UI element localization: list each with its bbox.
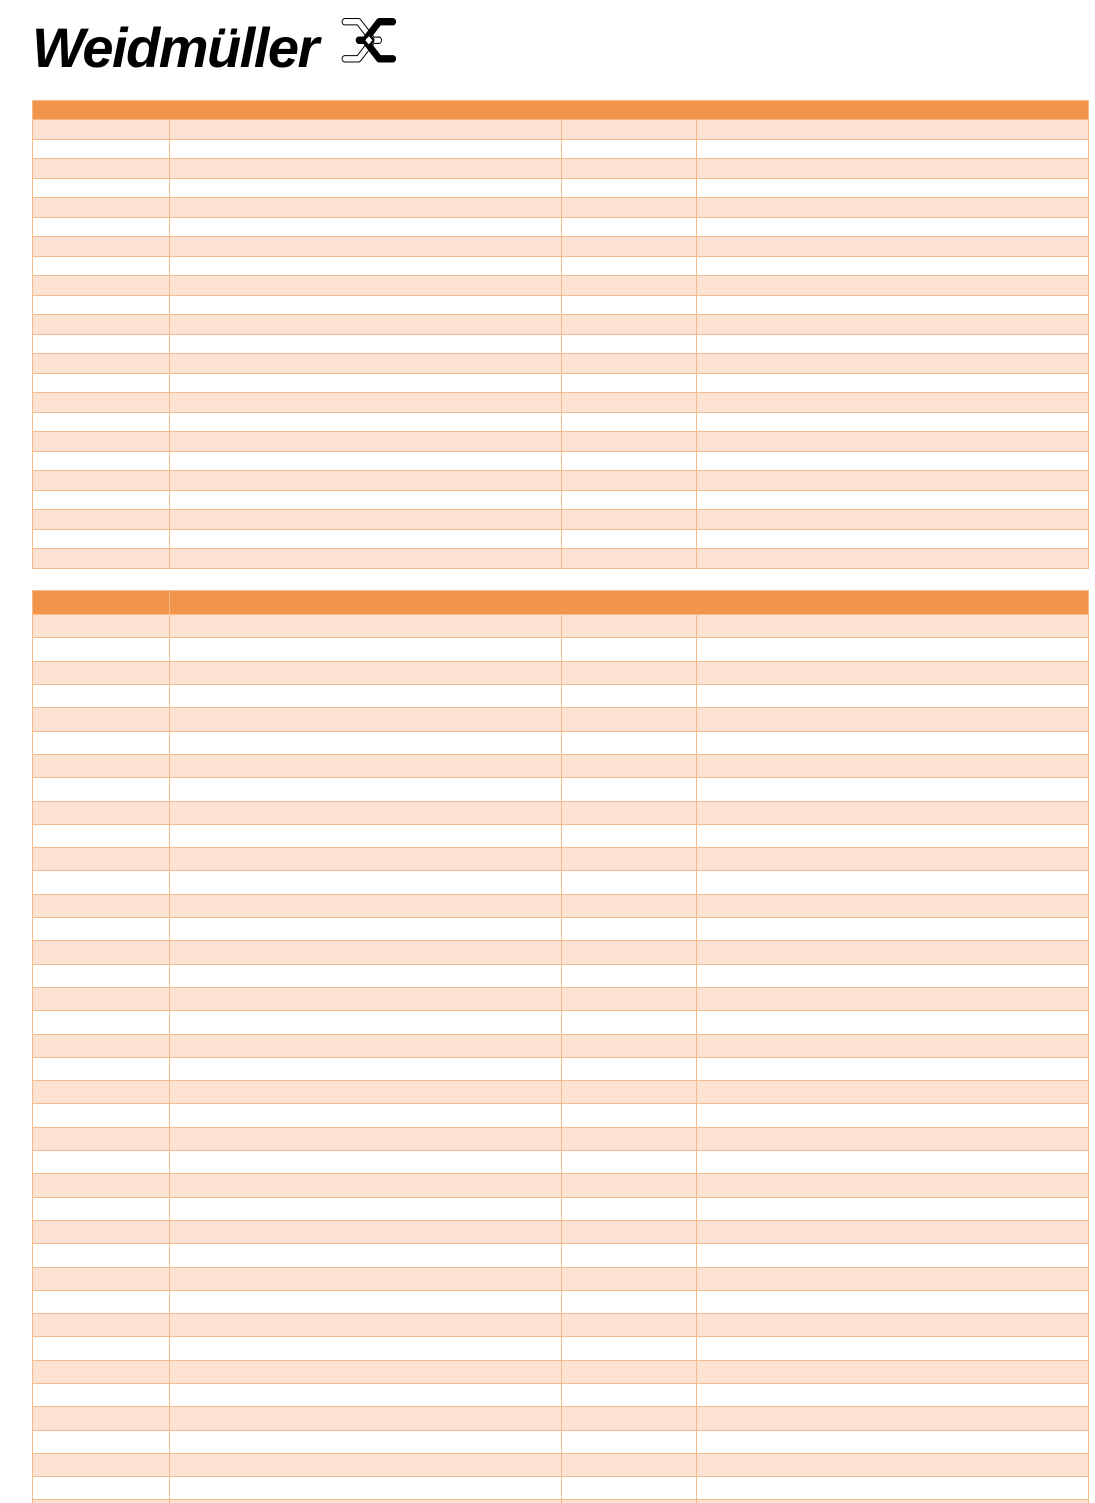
svg-text:Weidmüller: Weidmüller: [32, 16, 323, 79]
